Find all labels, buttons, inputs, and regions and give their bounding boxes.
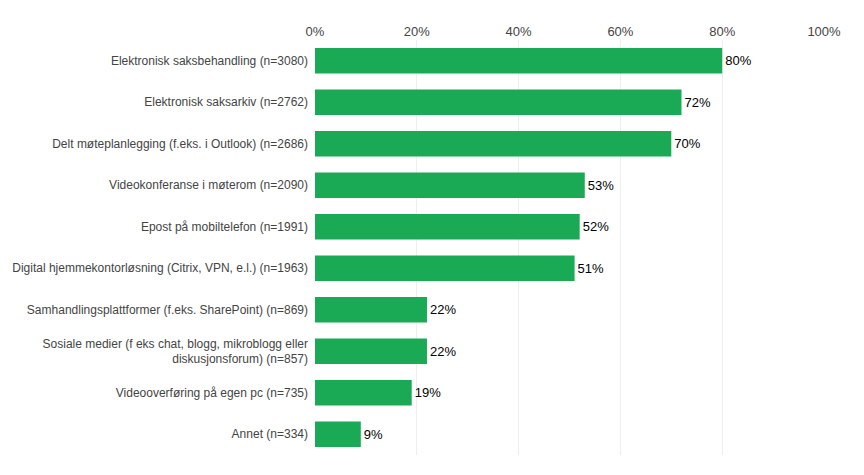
svg-text:Samhandlingsplattformer (f.eks: Samhandlingsplattformer (f.eks. SharePoi… (27, 303, 308, 317)
svg-text:60%: 60% (607, 24, 633, 39)
svg-text:40%: 40% (506, 24, 532, 39)
svg-text:20%: 20% (404, 24, 430, 39)
svg-text:Videooverføring på egen pc (n=: Videooverføring på egen pc (n=735) (116, 386, 308, 400)
svg-text:0%: 0% (306, 24, 325, 39)
svg-text:80%: 80% (725, 53, 751, 68)
svg-text:22%: 22% (430, 302, 456, 317)
svg-text:52%: 52% (583, 219, 609, 234)
svg-text:9%: 9% (364, 427, 383, 442)
svg-text:Videokonferanse i møterom (n=2: Videokonferanse i møterom (n=2090) (109, 178, 308, 192)
svg-text:80%: 80% (709, 24, 735, 39)
svg-text:53%: 53% (588, 178, 614, 193)
svg-text:Digital hjemmekontorløsning (C: Digital hjemmekontorløsning (Citrix, VPN… (12, 261, 308, 275)
svg-text:Elektronisk saksbehandling (n=: Elektronisk saksbehandling (n=3080) (111, 54, 308, 68)
svg-text:Epost på mobiltelefon (n=1991): Epost på mobiltelefon (n=1991) (141, 220, 308, 234)
svg-text:72%: 72% (684, 95, 710, 110)
svg-text:Sosiale medier (f eks chat, bl: Sosiale medier (f eks chat, blogg, mikro… (43, 337, 308, 367)
svg-text:19%: 19% (415, 385, 441, 400)
svg-text:70%: 70% (674, 136, 700, 151)
svg-text:Annet (n=334): Annet (n=334) (232, 427, 308, 441)
svg-text:Delt møteplanlegging (f.eks. i: Delt møteplanlegging (f.eks. i Outlook) … (52, 137, 308, 151)
svg-text:Elektronisk saksarkiv (n=2762): Elektronisk saksarkiv (n=2762) (144, 95, 308, 109)
svg-text:51%: 51% (578, 261, 604, 276)
svg-text:22%: 22% (430, 344, 456, 359)
svg-text:100%: 100% (807, 24, 841, 39)
